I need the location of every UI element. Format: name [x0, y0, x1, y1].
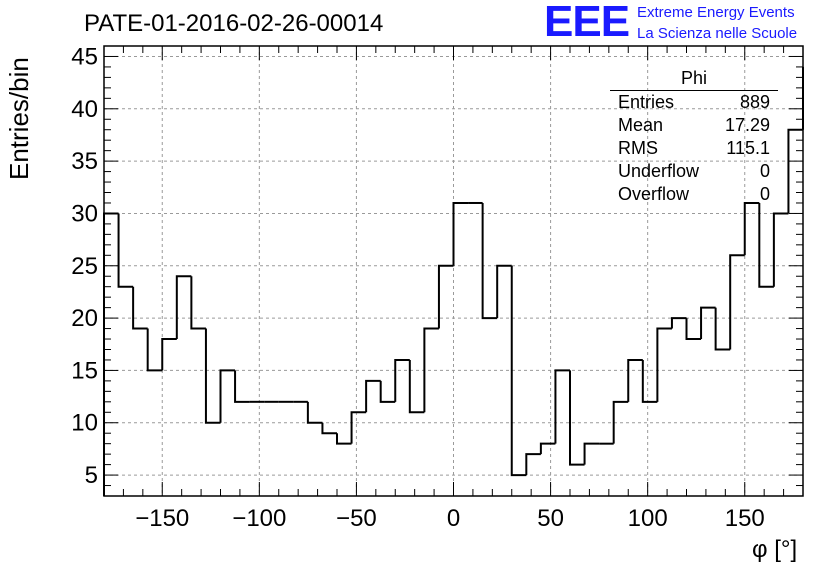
- stats-value: 889: [739, 92, 770, 112]
- histogram-bin: [656, 327, 672, 402]
- logo-line2: La Scienza nelle Scuole: [637, 25, 798, 42]
- eee-logo: EEE: [544, 0, 630, 46]
- stats-label: Mean: [618, 115, 664, 135]
- stats-value: 17.29: [724, 115, 770, 135]
- histogram-bin: [146, 328, 163, 372]
- histogram-bin: [336, 433, 352, 445]
- x-tick-label: −150: [135, 505, 189, 532]
- histogram-bin: [627, 358, 643, 402]
- stats-value: 115.1: [726, 138, 770, 158]
- x-axis-label: φ [°]: [752, 536, 798, 563]
- histogram-bin: [117, 213, 134, 288]
- stats-box: Phi Entries 889 Mean 17.29 RMS 115.1 Und…: [610, 68, 778, 206]
- histogram-bin: [234, 370, 250, 403]
- stats-label: RMS: [618, 138, 658, 158]
- histogram-bin: [641, 359, 658, 403]
- histogram-bin: [306, 401, 323, 424]
- histogram-bin: [437, 264, 454, 329]
- stats-row-overflow: Overflow 0: [610, 183, 778, 206]
- stats-row-entries: Entries 889: [610, 91, 778, 114]
- histogram-bin: [583, 442, 600, 465]
- histogram-bin: [408, 359, 425, 414]
- stats-row-underflow: Underflow 0: [610, 160, 778, 183]
- y-tick-label: 40: [71, 96, 98, 123]
- histogram-bin: [539, 442, 556, 455]
- histogram-bin: [525, 453, 541, 476]
- x-tick-label: −100: [232, 505, 286, 532]
- histogram-bin: [103, 212, 119, 496]
- histogram-bin: [394, 358, 410, 402]
- chart-title: PATE-01-2016-02-26-00014: [84, 10, 384, 37]
- stats-row-rms: RMS 115.1: [610, 137, 778, 160]
- y-tick-label: 45: [71, 43, 98, 70]
- histogram-bin: [204, 328, 221, 424]
- histogram-bin: [452, 201, 469, 266]
- histogram-bin: [321, 422, 337, 435]
- histogram-bin: [714, 307, 731, 351]
- y-tick-label: 10: [71, 410, 98, 437]
- stats-title: Phi: [610, 68, 778, 91]
- histogram-bin: [175, 275, 192, 340]
- stats-row-mean: Mean 17.29: [610, 114, 778, 137]
- y-axis-label: Entries/bin: [4, 57, 34, 180]
- stats-label: Overflow: [618, 184, 690, 204]
- stats-label: Entries: [618, 92, 675, 112]
- x-tick-label: 0: [447, 505, 460, 532]
- histogram-bin: [219, 369, 236, 423]
- histogram-bin: [569, 370, 585, 466]
- logo-line1: Extreme Energy Events: [637, 4, 795, 21]
- histogram-bin: [772, 212, 789, 287]
- histogram-bin: [743, 201, 760, 256]
- stats-value: 0: [759, 184, 770, 204]
- y-tick-label: 15: [71, 357, 98, 384]
- x-tick-label: 100: [628, 505, 668, 532]
- x-tick-label: 150: [725, 505, 765, 532]
- histogram-bin: [481, 202, 498, 320]
- histogram-bin: [758, 202, 774, 288]
- histogram-bin: [379, 380, 396, 403]
- histogram-bin: [161, 338, 177, 371]
- histogram-bin: [132, 286, 148, 330]
- histogram-bin: [496, 264, 512, 319]
- histogram-bin: [685, 318, 702, 341]
- y-tick-label: 35: [71, 148, 98, 175]
- histogram-bin: [670, 317, 687, 329]
- histogram-bin: [423, 327, 439, 413]
- x-tick-label: −50: [336, 505, 377, 532]
- histogram-bin: [700, 306, 716, 340]
- histogram-bin: [510, 265, 527, 477]
- y-tick-label: 5: [85, 462, 98, 489]
- histogram-bin: [365, 379, 381, 413]
- y-tick-label: 20: [71, 305, 98, 332]
- histogram-bin: [190, 276, 206, 330]
- histogram-bin: [350, 411, 367, 444]
- y-tick-label: 25: [71, 253, 98, 280]
- histogram-bin: [612, 400, 629, 444]
- stats-label: Underflow: [618, 161, 700, 181]
- histogram-bin: [554, 369, 570, 444]
- x-tick-label: 50: [537, 505, 564, 532]
- y-tick-label: 30: [71, 200, 98, 227]
- stats-value: 0: [759, 161, 770, 181]
- histogram-bin: [729, 254, 745, 350]
